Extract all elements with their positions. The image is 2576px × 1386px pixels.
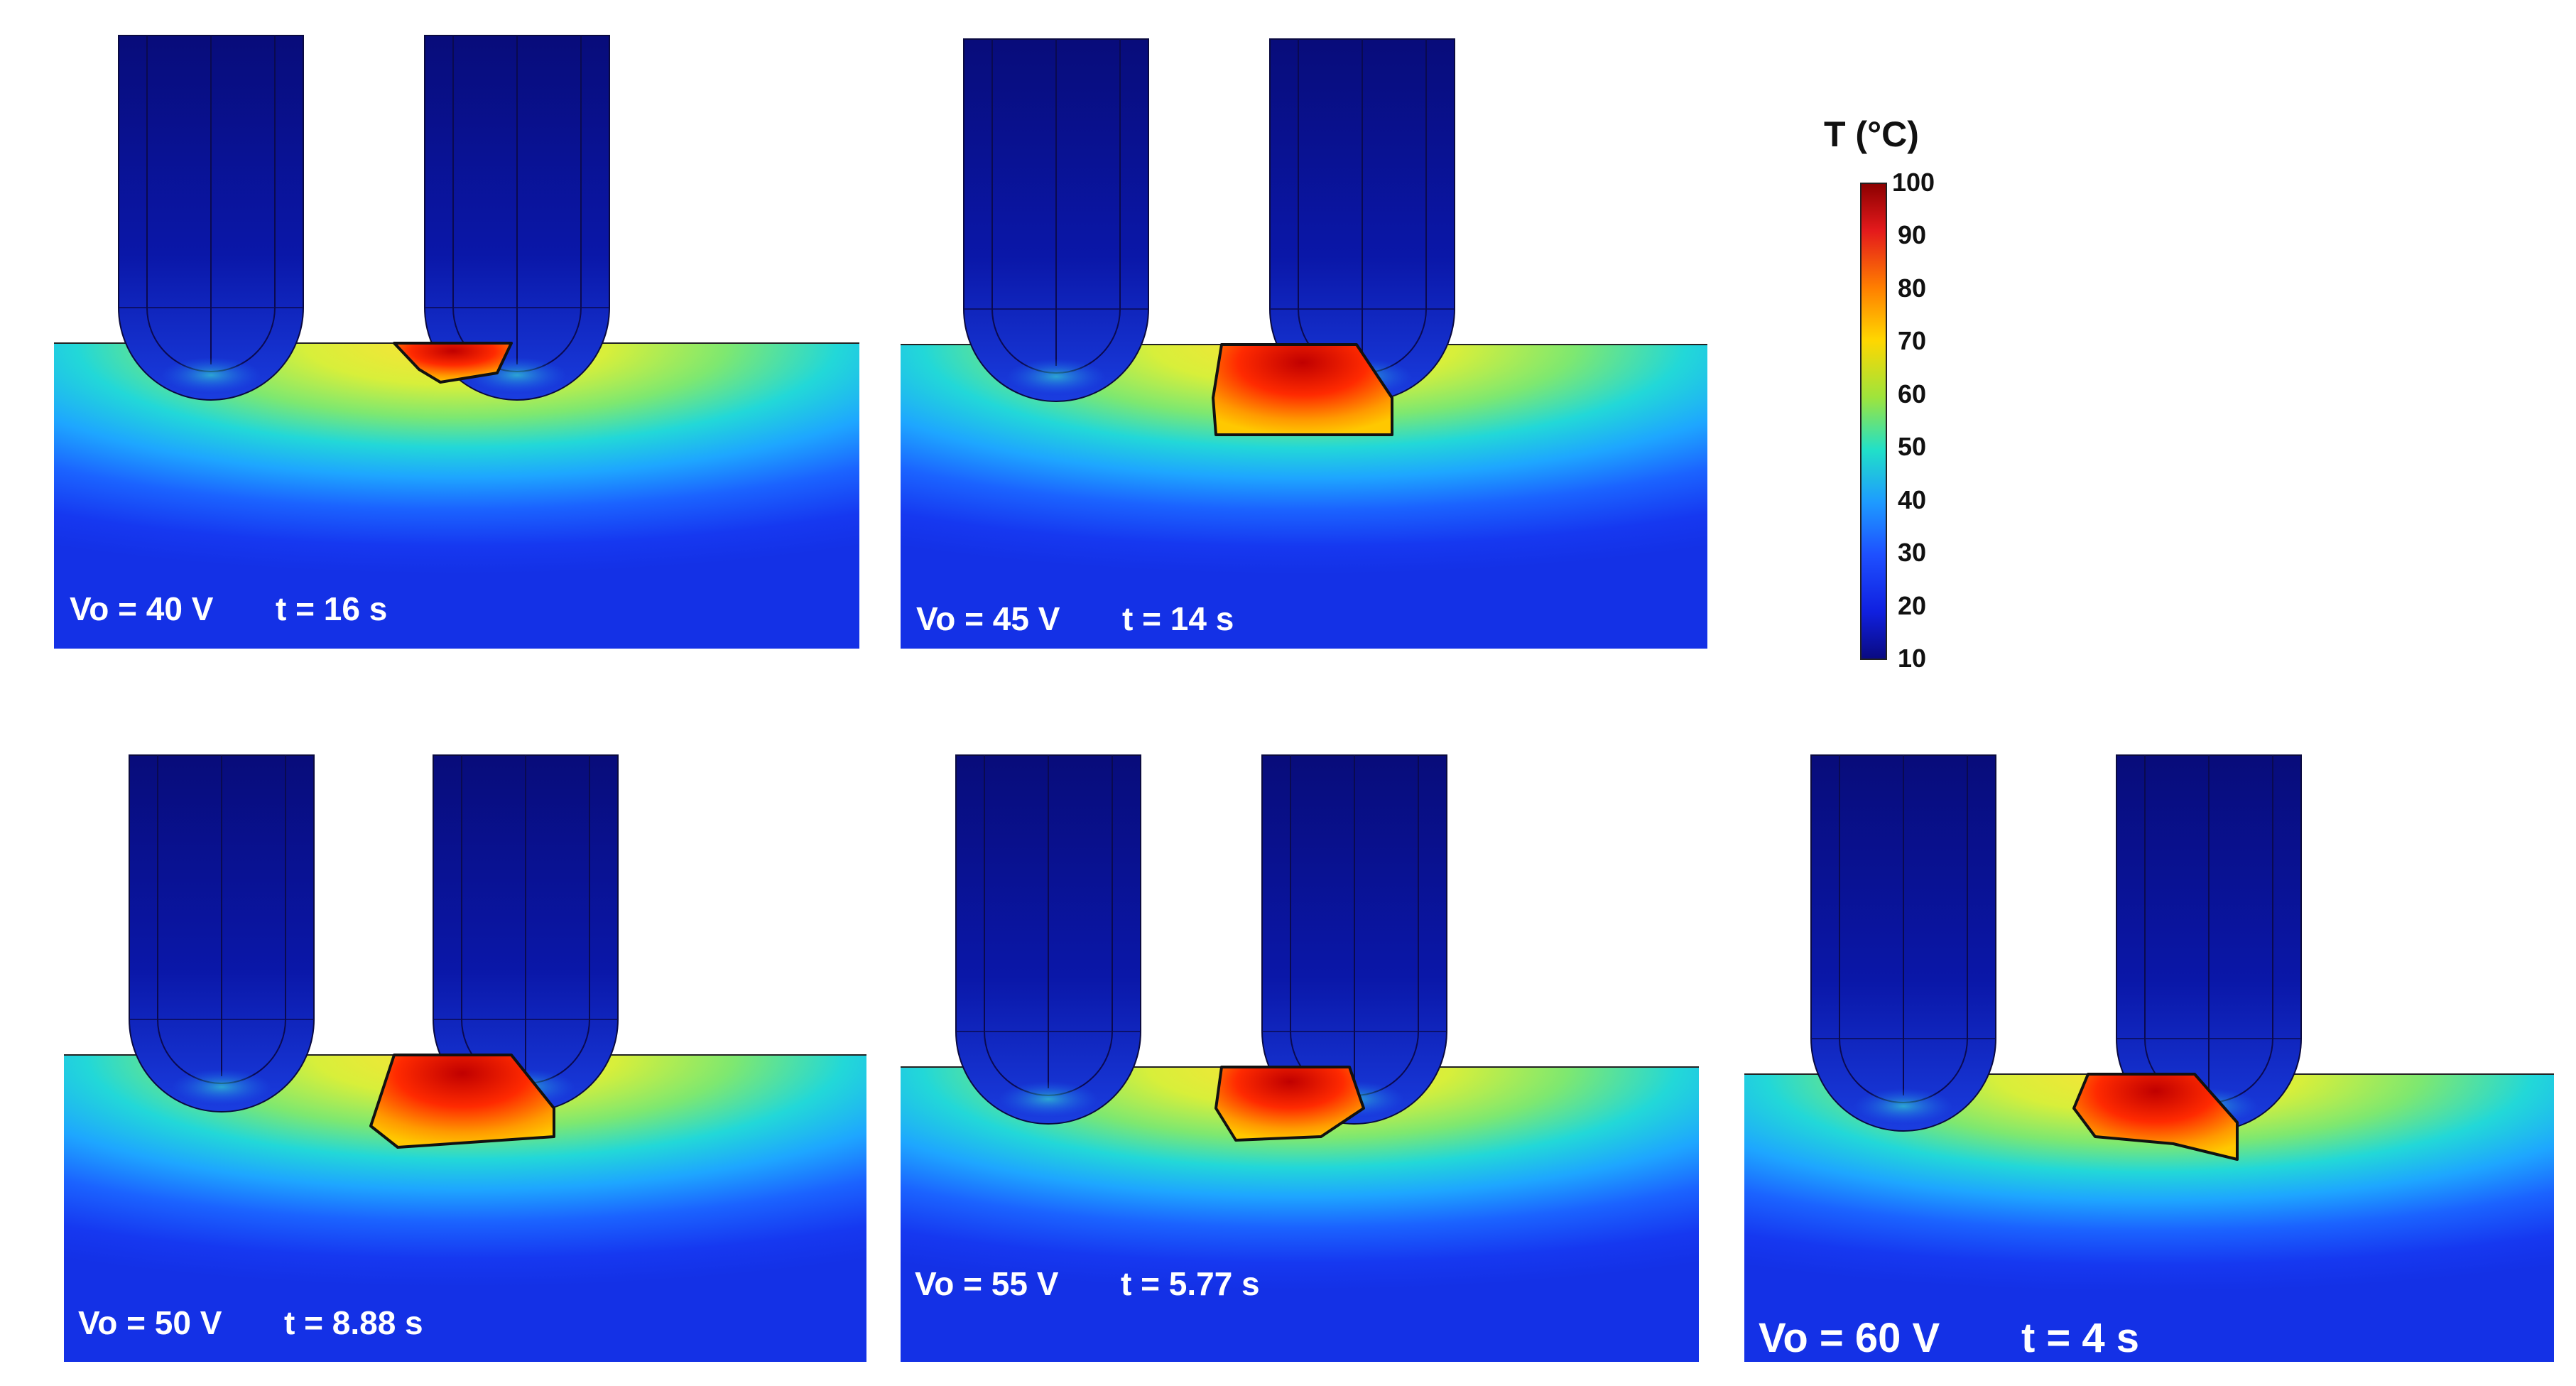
voltage-label: Vo = 50 V: [78, 1304, 222, 1341]
voltage-label: Vo = 55 V: [915, 1265, 1059, 1302]
simulation-panel: [64, 754, 866, 1362]
time-label: t = 5.77 s: [1121, 1265, 1260, 1302]
hot-zone: [393, 342, 513, 384]
simulation-panel: [901, 754, 1699, 1362]
colorbar-tick-label: 90: [1898, 220, 1927, 250]
electrode: [118, 35, 304, 401]
colorbar-tick-label: 70: [1898, 326, 1927, 356]
hot-zone: [2072, 1073, 2239, 1161]
hot-zone: [1214, 1066, 1365, 1142]
electrode: [955, 754, 1141, 1125]
colorbar-tick-label: 80: [1898, 273, 1927, 303]
time-label: t = 8.88 s: [284, 1304, 423, 1341]
colorbar-gradient: [1860, 183, 1887, 660]
colorbar-tick-label: 20: [1898, 590, 1927, 620]
colorbar-tick-label: 30: [1898, 538, 1927, 568]
time-label: t = 4 s: [2021, 1315, 2140, 1361]
hot-zone: [369, 1054, 555, 1149]
simulation-panel: [901, 38, 1707, 649]
voltage-label: Vo = 45 V: [916, 600, 1060, 637]
colorbar-tick-label: 50: [1898, 432, 1927, 462]
electrode: [963, 38, 1149, 402]
time-label: t = 16 s: [276, 590, 388, 627]
time-label: t = 14 s: [1122, 600, 1234, 637]
colorbar: [1860, 183, 1887, 660]
hot-zone: [1212, 343, 1393, 436]
colorbar-title: T (°C): [1824, 114, 1919, 154]
electrode: [1810, 754, 1996, 1132]
voltage-label: Vo = 40 V: [70, 590, 214, 627]
colorbar-tick-label: 10: [1898, 644, 1927, 673]
simulation-panel: [54, 35, 859, 649]
simulation-panel: [1744, 754, 2554, 1362]
colorbar-tick-label: 100: [1892, 168, 1935, 197]
electrode: [129, 754, 315, 1112]
colorbar-tick-label: 60: [1898, 379, 1927, 408]
colorbar-tick-label: 40: [1898, 484, 1927, 514]
electrode: [424, 35, 610, 401]
voltage-label: Vo = 60 V: [1759, 1315, 1940, 1361]
